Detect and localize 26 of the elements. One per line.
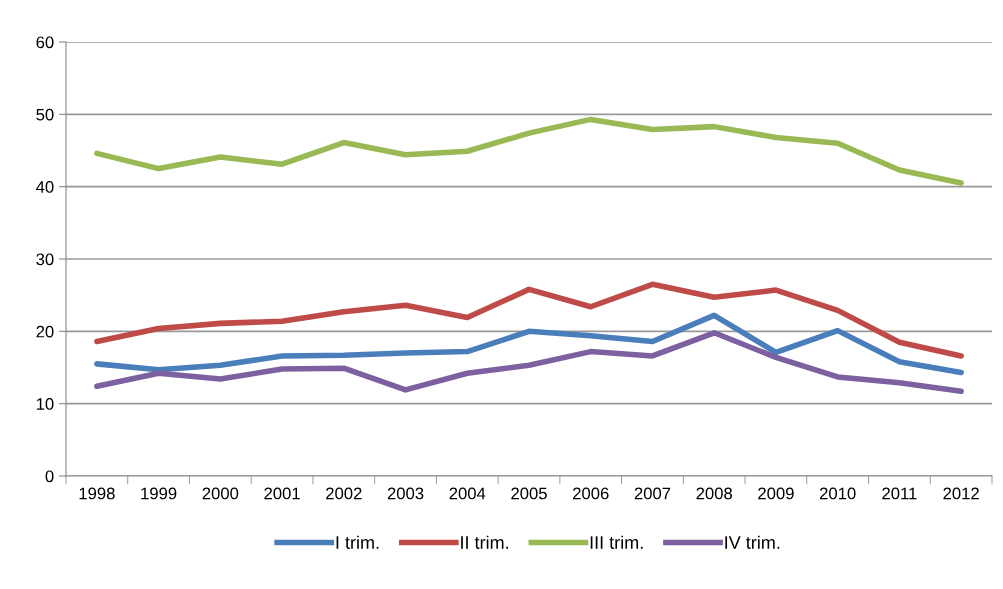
y-tick-label: 50	[36, 108, 54, 121]
y-tick-label: 20	[36, 325, 54, 338]
x-tick-label: 2002	[326, 487, 362, 500]
legend-label: IV trim.	[725, 535, 780, 549]
x-tick-label: 1998	[79, 487, 115, 500]
x-tick-label: 2001	[264, 487, 300, 500]
x-tick-label: 2007	[634, 487, 671, 500]
x-tick-label: 2010	[819, 487, 856, 500]
x-tick-label: 2012	[943, 487, 979, 500]
x-tick-label: 2011	[882, 487, 917, 500]
y-tick-label: 10	[36, 398, 54, 410]
x-tick-label: 2000	[202, 487, 239, 500]
x-tick-label: 2006	[573, 487, 609, 500]
x-tick-label: 2009	[758, 487, 794, 500]
y-tick-label: 60	[36, 36, 54, 49]
legend-label: I trim.	[336, 535, 379, 549]
x-tick-label: 2008	[696, 487, 733, 500]
y-tick-label: 30	[36, 253, 54, 266]
x-tick-label: 2005	[511, 487, 547, 500]
y-tick-label: 0	[45, 470, 54, 483]
x-tick-label: 2004	[449, 487, 486, 500]
x-tick-label: 1999	[141, 487, 177, 500]
y-tick-label: 40	[36, 181, 54, 193]
legend-label: II trim.	[461, 535, 508, 549]
x-tick-label: 2003	[387, 487, 424, 500]
legend-label: III trim.	[590, 535, 643, 549]
